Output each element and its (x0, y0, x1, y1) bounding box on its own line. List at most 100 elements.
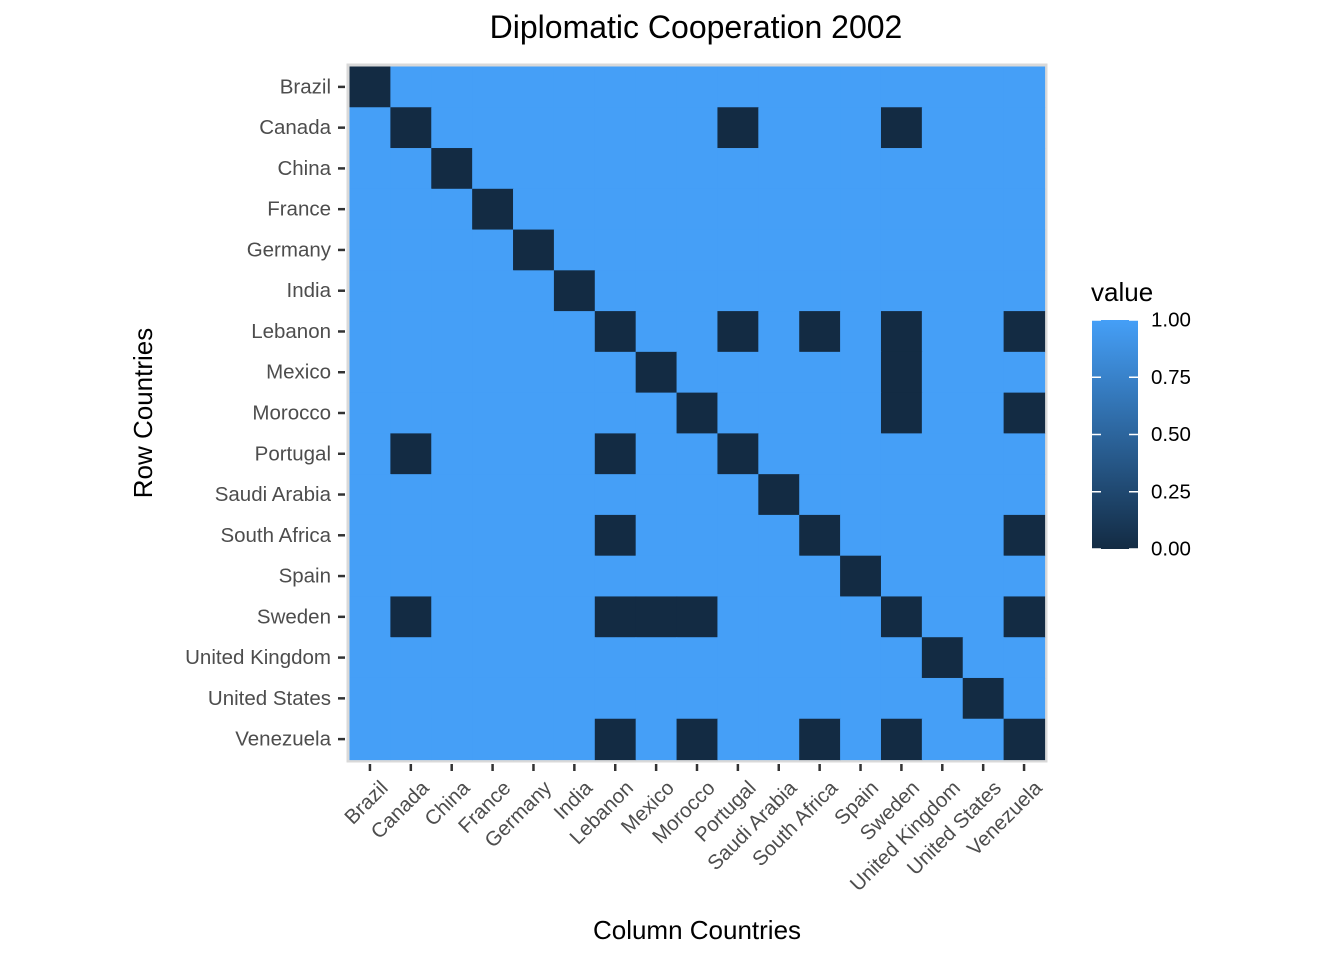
heatmap-cell (921, 555, 964, 598)
heatmap-cell (431, 392, 473, 434)
heatmap-cell (717, 596, 759, 638)
heatmap-cell (676, 555, 719, 598)
heatmap-cell (349, 66, 391, 108)
heatmap-cell (1003, 229, 1046, 271)
heatmap-cell (390, 66, 432, 108)
heatmap-cell (349, 596, 391, 638)
heatmap-cell (921, 351, 964, 394)
heatmap-cell (840, 107, 882, 149)
heatmap-cell (880, 677, 923, 720)
heatmap-cell (553, 270, 596, 312)
heatmap-cell (717, 229, 759, 271)
heatmap-cell (840, 270, 882, 312)
heatmap-cell (799, 433, 841, 475)
heatmap-cell (594, 351, 637, 394)
heatmap-cell (962, 637, 1005, 679)
heatmap-cell (676, 596, 719, 638)
heatmap-cell (513, 555, 555, 598)
heatmap-cell (921, 311, 964, 353)
heatmap-cell (799, 107, 841, 149)
heatmap-cell (513, 188, 555, 231)
heatmap-cell (594, 392, 637, 434)
heatmap-cell (676, 107, 719, 149)
heatmap-cell (962, 677, 1005, 720)
heatmap-cell (553, 148, 596, 190)
y-tick-label: Morocco (252, 402, 331, 425)
heatmap-cell (553, 718, 596, 761)
heatmap-cell (635, 107, 678, 149)
y-axis-title: Row Countries (128, 328, 158, 499)
heatmap-cell (349, 677, 391, 720)
heatmap-cell (962, 270, 1005, 312)
heatmap-cell (840, 474, 882, 516)
heatmap-cell (717, 392, 759, 434)
heatmap-cell (553, 229, 596, 271)
plot-panel (346, 63, 1048, 763)
y-tick-label: Spain (279, 565, 331, 588)
heatmap-cell (635, 474, 678, 516)
heatmap-cell (513, 677, 555, 720)
heatmap-cell (880, 596, 923, 638)
heatmap-cell (840, 351, 882, 394)
heatmap-cell (349, 718, 391, 761)
heatmap-cell (472, 148, 514, 190)
heatmap-cell (1003, 148, 1046, 190)
heatmap-cell (472, 188, 514, 231)
heatmap-cell (758, 514, 800, 557)
heatmap-cell (390, 596, 432, 638)
heatmap-cell (594, 270, 637, 312)
heatmap-cell (880, 107, 923, 149)
legend-tick-label: 0.00 (1151, 538, 1191, 561)
heatmap-cell (553, 188, 596, 231)
heatmap-cell (635, 718, 678, 761)
heatmap-cell (594, 637, 637, 679)
y-tick-label: France (267, 198, 331, 221)
heatmap-cell (880, 474, 923, 516)
heatmap-cell (349, 311, 391, 353)
heatmap-cell (758, 433, 800, 475)
heatmap-cell (472, 107, 514, 149)
heatmap-cell (840, 433, 882, 475)
heatmap-cell (390, 148, 432, 190)
heatmap-cell (880, 148, 923, 190)
heatmap-cell (513, 66, 555, 108)
heatmap-cell (472, 514, 514, 557)
heatmap-cell (390, 351, 432, 394)
heatmap-cell (962, 148, 1005, 190)
heatmap-cell (880, 229, 923, 271)
heatmap-cell (799, 474, 841, 516)
heatmap-cell (676, 148, 719, 190)
heatmap-cell (635, 637, 678, 679)
heatmap-cell (553, 351, 596, 394)
heatmap-cell (717, 637, 759, 679)
heatmap-cell (880, 311, 923, 353)
heatmap-cell (799, 392, 841, 434)
heatmap-cell (799, 148, 841, 190)
heatmap-cell (1003, 351, 1046, 394)
heatmap-cell (676, 637, 719, 679)
heatmap-cell (635, 351, 678, 394)
heatmap-cell (717, 351, 759, 394)
heatmap-cell (472, 718, 514, 761)
heatmap-cell (758, 392, 800, 434)
heatmap-cell (799, 188, 841, 231)
heatmap-cell (431, 66, 473, 108)
heatmap-cell (513, 107, 555, 149)
heatmap-cell (349, 392, 391, 434)
heatmap-cell (962, 433, 1005, 475)
heatmap-cell (349, 351, 391, 394)
heatmap-cell (840, 514, 882, 557)
y-tick-label: South Africa (220, 524, 331, 547)
heatmap-cell (1003, 677, 1046, 720)
heatmap-cell (880, 433, 923, 475)
heatmap-cell (635, 596, 678, 638)
heatmap-cell (513, 229, 555, 271)
heatmap-cell (431, 596, 473, 638)
heatmap-cell (880, 555, 923, 598)
heatmap-cell (799, 311, 841, 353)
heatmap-cell (472, 555, 514, 598)
heatmap-cell (921, 66, 964, 108)
heatmap-cell (676, 514, 719, 557)
heatmap-cell (840, 148, 882, 190)
heatmap-cell (390, 637, 432, 679)
